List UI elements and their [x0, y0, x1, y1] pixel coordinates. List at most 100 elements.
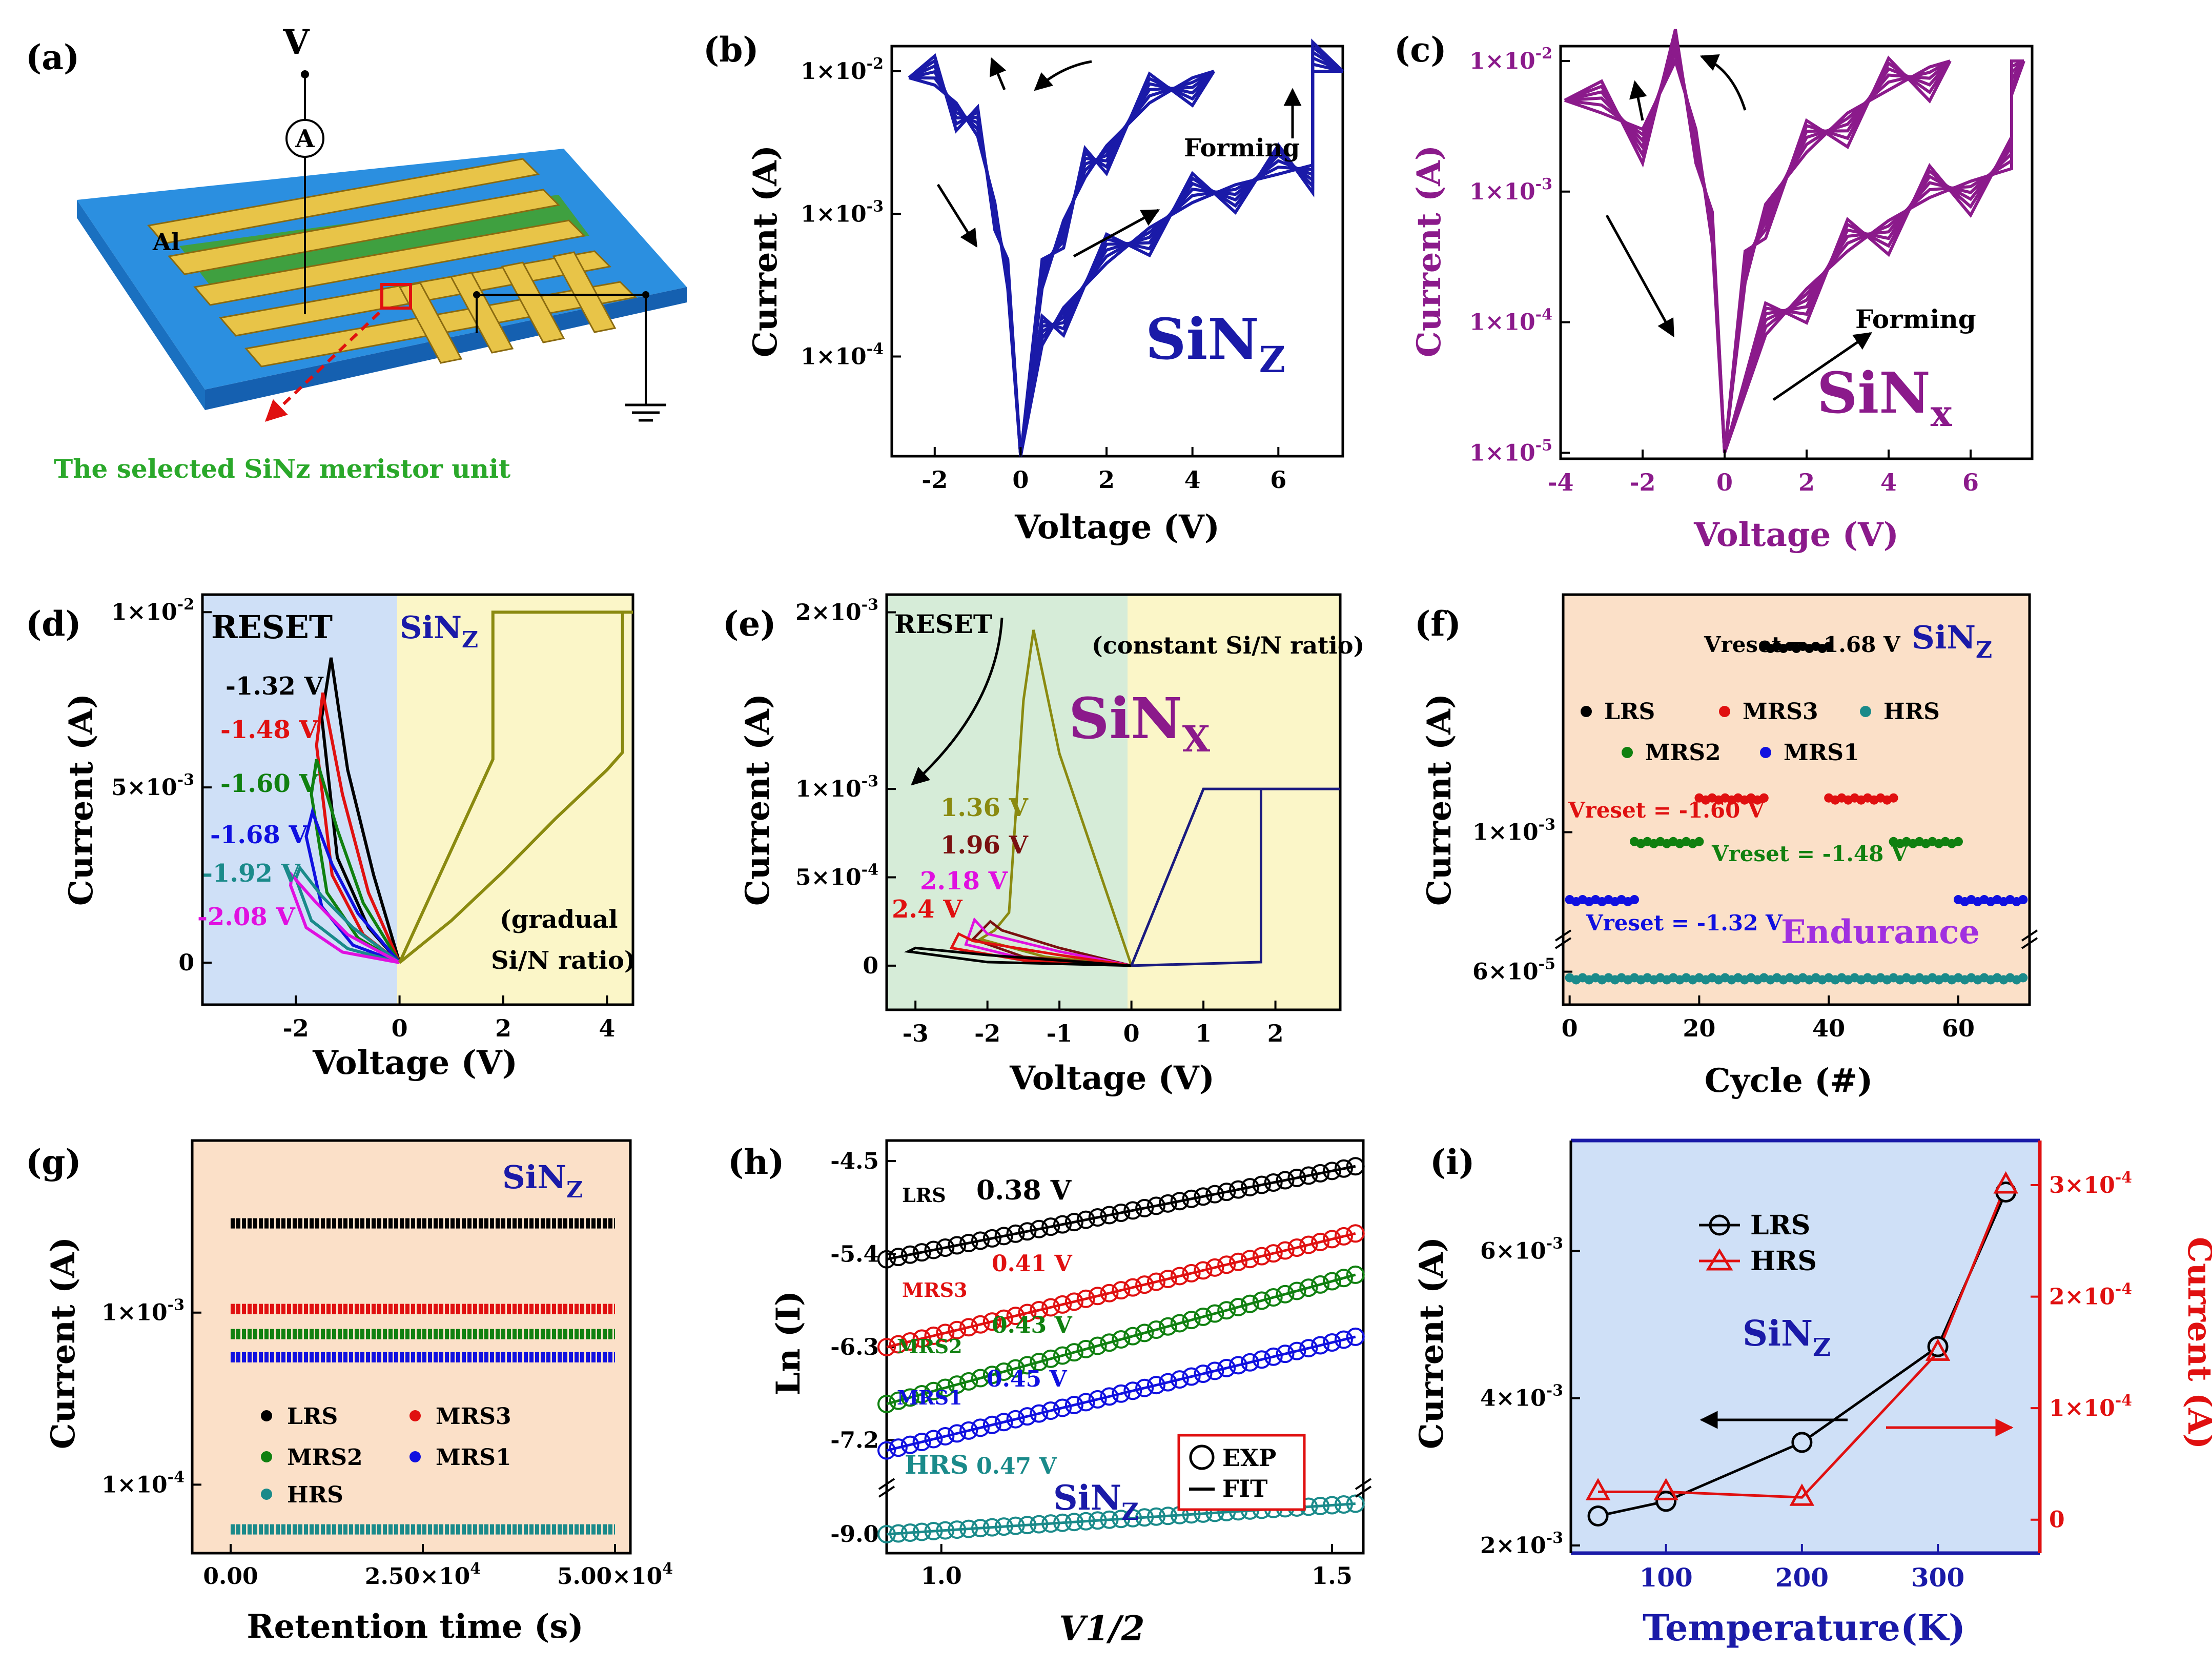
- exp-point-lrs: [1182, 1189, 1201, 1208]
- series-line-hrs: [1598, 1185, 2008, 1499]
- exp-point-mrs3: [1182, 1264, 1201, 1283]
- slope-label-mrs3: 0.41 V: [992, 1251, 1072, 1277]
- x-tick-label: 100: [1639, 1562, 1692, 1593]
- series-label-3: -1.68 V: [210, 821, 309, 849]
- series-line--1-48-v: [315, 692, 401, 964]
- exp-point-lrs: [982, 1229, 1001, 1248]
- exp-point-lrs: [1135, 1198, 1154, 1217]
- exp-point-mrs3: [912, 1329, 931, 1348]
- legend-lrs: LRS: [1750, 1210, 1810, 1241]
- y-tick-label: 1×10-3: [795, 772, 878, 802]
- exp-point-lrs: [924, 1240, 943, 1259]
- exp-point-mrs1: [912, 1433, 931, 1452]
- exp-point-mrs3: [877, 1338, 896, 1357]
- exp-point-mrs1: [959, 1421, 978, 1440]
- exp-point-mrs2: [959, 1372, 978, 1391]
- panel-c-forming-label: Forming: [1855, 304, 1976, 334]
- exp-point-mrs2: [889, 1391, 908, 1410]
- panel-c-ylabel: Current (A): [1410, 145, 1448, 357]
- exp-point-hrs: [889, 1524, 908, 1543]
- y-tick-label-right: 0: [2049, 1507, 2065, 1533]
- exp-point-mrs1: [994, 1413, 1013, 1432]
- exp-point-mrs3: [1030, 1300, 1049, 1319]
- x-tick-label: 0: [392, 1014, 408, 1042]
- exp-point-lrs: [1064, 1213, 1083, 1232]
- panel-b-xlabel: Voltage (V): [1014, 508, 1220, 546]
- legend-marker-lrs: [1581, 706, 1592, 717]
- exp-point-lrs: [1240, 1178, 1259, 1197]
- exp-point-lrs: [1088, 1208, 1107, 1227]
- exp-point-mrs3: [1170, 1267, 1189, 1286]
- x-tick-label: -3: [903, 1020, 929, 1047]
- panel-f-endurance: Endurance: [1781, 913, 1980, 951]
- exp-point-mrs2: [1299, 1278, 1318, 1297]
- exp-point-lrs: [936, 1238, 955, 1257]
- series-label-0: -1.32 V: [226, 672, 324, 701]
- exp-point-lrs: [1158, 1194, 1177, 1213]
- panel-i-ylabel: Current (A): [1412, 1237, 1451, 1449]
- data-point-hrs: [1789, 1483, 1815, 1506]
- exp-point-lrs: [900, 1245, 919, 1264]
- y-tick-label: 1×10-2: [111, 596, 194, 625]
- exp-point-mrs1: [1205, 1361, 1224, 1380]
- exp-point-mrs3: [948, 1320, 967, 1339]
- exp-point-mrs1: [1170, 1370, 1189, 1389]
- exp-point-mrs1: [1123, 1381, 1142, 1400]
- panel-e-axes: [885, 593, 1342, 1011]
- exp-point-mrs1: [1264, 1347, 1283, 1366]
- y-tick-label: -6.3: [830, 1334, 879, 1360]
- y-tick-label: 1×10-4: [1469, 306, 1552, 336]
- exp-point-mrs1: [1334, 1330, 1353, 1349]
- exp-point-mrs2: [1194, 1307, 1213, 1326]
- legend-marker-mrs1: [1760, 747, 1771, 758]
- x-tick-label: 4: [1880, 469, 1897, 496]
- exp-point-hrs: [1158, 1507, 1177, 1525]
- panel-g-series: [231, 1218, 615, 1535]
- exp-point-hrs: [912, 1522, 931, 1541]
- exp-point-mrs2: [1123, 1327, 1142, 1346]
- x-tick-label: -1: [1047, 1020, 1073, 1047]
- panel-e-material: SiNX: [1069, 685, 1211, 760]
- x-tick-label: 1: [1195, 1020, 1212, 1047]
- exp-point-mrs2: [1323, 1272, 1342, 1291]
- legend-exp: EXP: [1222, 1444, 1276, 1472]
- exp-point-mrs2: [1217, 1301, 1236, 1320]
- panel-i: (i) 100 200 300 2×10-3 4×10-3 6×10-3 0 1×10-4 2×…: [1412, 1138, 2212, 1649]
- panel-c-series: [1564, 29, 2025, 454]
- exp-point-hrs: [1323, 1496, 1342, 1515]
- exp-point-mrs1: [982, 1415, 1001, 1434]
- series-line-set: [398, 610, 633, 964]
- slope-label-mrs1: 0.45 V: [987, 1366, 1067, 1392]
- exp-point-mrs2: [1158, 1317, 1177, 1336]
- panel-d-ylabel: Current (A): [62, 694, 100, 906]
- exp-point-mrs3: [1217, 1255, 1236, 1274]
- exp-point-lrs: [994, 1227, 1013, 1246]
- panel-c-arrow-3: [1605, 214, 1675, 338]
- panel-f-series: [1565, 641, 2028, 985]
- exp-point-mrs3: [936, 1324, 955, 1342]
- panel-i-label: (i): [1430, 1142, 1475, 1182]
- x-tick-label: 1.0: [921, 1562, 962, 1590]
- y-tick-label-right: 3×10-4: [2049, 1169, 2132, 1198]
- series-line--1-60-v: [310, 759, 401, 964]
- exp-point-mrs3: [1146, 1272, 1165, 1291]
- x-tick-label: 2: [1798, 469, 1815, 496]
- exp-point-mrs1: [877, 1441, 896, 1460]
- exp-point-mrs3: [1264, 1244, 1283, 1263]
- panel-f-vreset-1: Vreset = -1.68 V: [1704, 632, 1901, 657]
- panel-c-arrow-4: [1772, 332, 1872, 401]
- exp-point-mrs2: [948, 1375, 967, 1394]
- exp-point-mrs2: [1311, 1275, 1330, 1294]
- panel-d-xlabel: Voltage (V): [312, 1044, 518, 1082]
- legend-mrs2: MRS2: [1645, 740, 1721, 766]
- series-line-reset-cycles: [908, 53, 1022, 457]
- legend-marker-hrs: [1860, 706, 1871, 717]
- y-tick-label-left: 4×10-3: [1480, 1382, 1563, 1412]
- exp-point-mrs2: [1229, 1297, 1248, 1316]
- exp-point-mrs3: [1088, 1287, 1107, 1306]
- y-tick-label: 6×10-5: [1472, 955, 1555, 985]
- exp-point-mrs1: [1018, 1407, 1037, 1426]
- x-tick-label: 1.5: [1312, 1562, 1353, 1590]
- panel-g-axes: [191, 1139, 632, 1555]
- panel-h: (h) 1.0 1.5 -4.5 -5.4 -6.3 -7.2 -9.0 V1/2 Ln (…: [728, 1139, 1372, 1648]
